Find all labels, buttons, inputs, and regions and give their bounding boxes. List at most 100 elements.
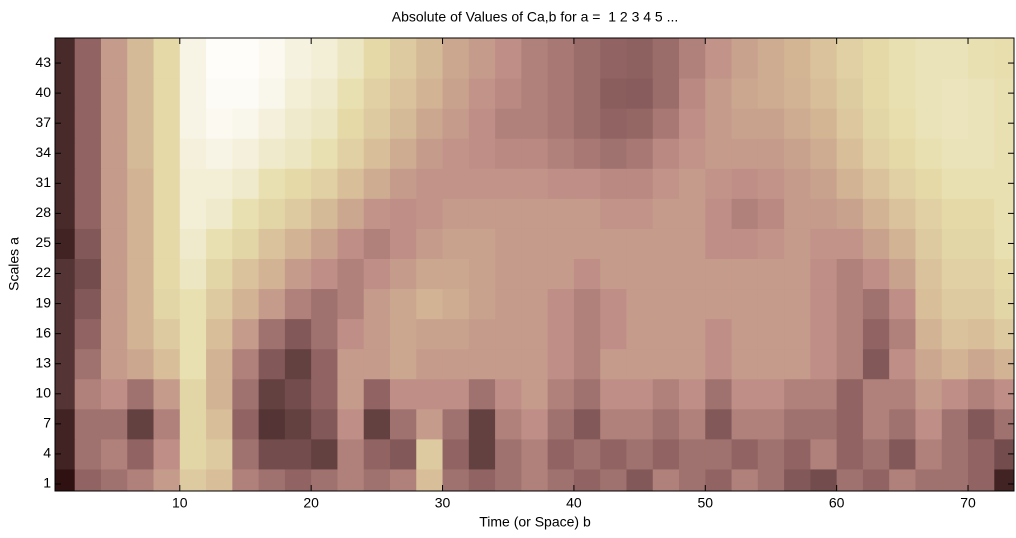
- heatmap-cell: [889, 108, 916, 139]
- heatmap-cell: [600, 438, 627, 470]
- heatmap-cell: [416, 38, 444, 79]
- heatmap-cell: [232, 318, 260, 350]
- heatmap-cell: [784, 168, 811, 199]
- heatmap-cell: [862, 108, 890, 139]
- heatmap-cell: [889, 318, 916, 350]
- heatmap-cell: [284, 198, 312, 229]
- x-tick-label: 60: [829, 495, 845, 511]
- heatmap-cell: [442, 228, 470, 259]
- heatmap-cell: [127, 228, 155, 259]
- heatmap-cell: [468, 198, 496, 229]
- heatmap-cell: [232, 378, 260, 410]
- heatmap-cell: [363, 138, 391, 169]
- heatmap-cell: [74, 438, 102, 470]
- heatmap-cell: [862, 198, 890, 229]
- heatmap-cell: [55, 318, 76, 350]
- heatmap-cell: [810, 198, 838, 229]
- heatmap-cell: [573, 38, 601, 79]
- heatmap-cell: [941, 348, 969, 380]
- heatmap-cell: [495, 198, 522, 229]
- heatmap-cell: [206, 258, 233, 290]
- heatmap-cell: [153, 198, 181, 229]
- heatmap-cell: [389, 318, 417, 350]
- heatmap-cell: [74, 348, 102, 380]
- x-tick-label: 40: [566, 495, 582, 511]
- heatmap-cell: [311, 78, 338, 109]
- heatmap-cell: [968, 348, 995, 380]
- heatmap-cell: [363, 348, 391, 380]
- heatmap-cell: [127, 468, 155, 491]
- heatmap-cell: [810, 468, 838, 491]
- heatmap-cell: [994, 348, 1014, 380]
- x-axis-label: Time (or Space) b: [479, 514, 591, 530]
- heatmap-cell: [994, 318, 1014, 350]
- heatmap-cell: [810, 38, 838, 79]
- heatmap-cell: [232, 38, 260, 79]
- heatmap-cell: [153, 168, 181, 199]
- heatmap-cell: [731, 108, 759, 139]
- heatmap-cell: [652, 168, 680, 199]
- heatmap-cell: [153, 258, 181, 290]
- heatmap-cell: [311, 288, 338, 320]
- axes: 10 20 30 40 50 60 70 1 4 7 10 13 16 19 22 25 28 31 34 37 40 4…: [35, 38, 1014, 511]
- heatmap-cell: [363, 468, 391, 491]
- heatmap-cell: [442, 348, 470, 380]
- heatmap-cell: [468, 468, 496, 491]
- heatmap-cell: [55, 168, 76, 199]
- heatmap-cell: [179, 258, 207, 290]
- heatmap-cell: [55, 288, 76, 320]
- heatmap-cell: [179, 408, 207, 440]
- heatmap-cell: [179, 438, 207, 470]
- heatmap-cell: [705, 378, 733, 410]
- heatmap-cell: [363, 318, 391, 350]
- heatmap-cell: [442, 288, 470, 320]
- heatmap-cell: [784, 38, 811, 79]
- heatmap-cell: [679, 408, 706, 440]
- heatmap-cell: [389, 408, 417, 440]
- heatmap-cell: [862, 348, 890, 380]
- heatmap-cell: [862, 138, 890, 169]
- heatmap-cell: [127, 348, 155, 380]
- heatmap-cell: [547, 318, 575, 350]
- heatmap-cell: [862, 318, 890, 350]
- heatmap-cell: [153, 138, 181, 169]
- heatmap-cell: [573, 198, 601, 229]
- heatmap-cell: [994, 378, 1014, 410]
- y-tick-label: 25: [35, 234, 51, 250]
- heatmap-cell: [153, 468, 181, 491]
- heatmap-cell: [573, 138, 601, 169]
- heatmap-cell: [573, 438, 601, 470]
- heatmap-cell: [862, 468, 890, 491]
- heatmap-cell: [836, 38, 864, 79]
- heatmap-cell: [258, 408, 286, 440]
- heatmap-cell: [836, 348, 864, 380]
- heatmap-cell: [600, 198, 627, 229]
- heatmap-cell: [573, 468, 601, 491]
- heatmap-cell: [363, 168, 391, 199]
- heatmap-cell: [862, 168, 890, 199]
- heatmap-cell: [836, 138, 864, 169]
- heatmap-cell: [679, 438, 706, 470]
- heatmap-cell: [232, 408, 260, 440]
- heatmap-cell: [179, 138, 207, 169]
- heatmap-cell: [127, 378, 155, 410]
- heatmap-cell: [311, 408, 338, 440]
- heatmap-cell: [968, 438, 995, 470]
- heatmap-cell: [127, 438, 155, 470]
- heatmap-cell: [784, 378, 811, 410]
- heatmap-cell: [889, 228, 916, 259]
- heatmap-cell: [495, 258, 522, 290]
- heatmap-cell: [626, 438, 654, 470]
- heatmap-cell: [442, 138, 470, 169]
- heatmap-cell: [757, 78, 785, 109]
- heatmap-cell: [836, 408, 864, 440]
- heatmap-cell: [311, 168, 338, 199]
- heatmap-cell: [810, 168, 838, 199]
- heatmap-cell: [626, 198, 654, 229]
- heatmap-cell: [495, 438, 522, 470]
- heatmap-cell: [495, 138, 522, 169]
- heatmap-cell: [363, 288, 391, 320]
- heatmap-cell: [889, 198, 916, 229]
- heatmap-cell: [206, 38, 233, 79]
- heatmap-cell: [495, 168, 522, 199]
